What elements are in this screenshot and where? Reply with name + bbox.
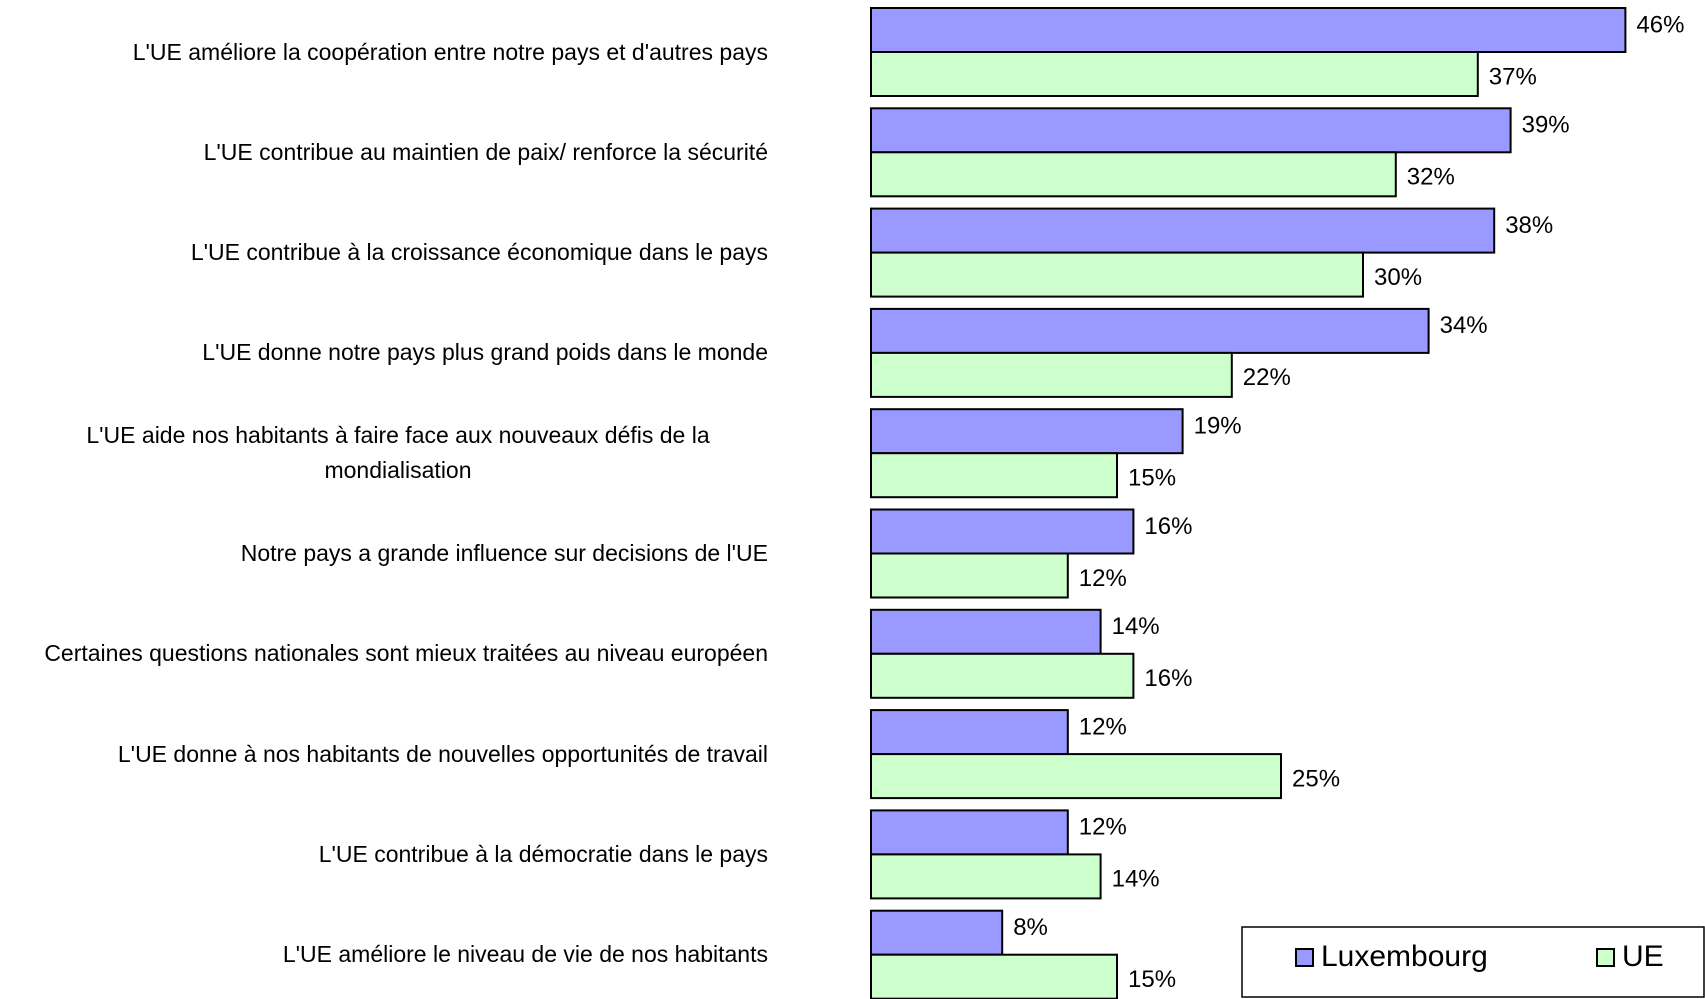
legend-label: Luxembourg	[1321, 940, 1488, 973]
value-label: 34%	[1440, 312, 1488, 339]
value-label: 15%	[1128, 966, 1176, 993]
bar	[870, 107, 1512, 154]
value-label: 46%	[1636, 11, 1684, 38]
category-text: L'UE contribue à la croissance économiqu…	[190, 239, 768, 266]
category-label: Notre pays a grande influence sur decisi…	[0, 510, 768, 598]
value-label: 38%	[1505, 212, 1553, 239]
value-label: 32%	[1407, 164, 1455, 191]
bar	[870, 753, 1282, 800]
category-label: L'UE contribue à la démocratie dans le p…	[0, 810, 768, 898]
value-label: 14%	[1112, 613, 1160, 640]
bar	[870, 809, 1069, 856]
category-text: Certaines questions nationales sont mieu…	[44, 640, 768, 667]
bar	[870, 207, 1496, 254]
category-label: L'UE améliore le niveau de vie de nos ha…	[0, 911, 768, 999]
bar	[870, 51, 1479, 97]
legend-label: UE	[1622, 940, 1664, 973]
bar	[870, 452, 1118, 499]
category-text: L'UE aide nos habitants à faire face aux…	[86, 422, 710, 484]
category-text: L'UE améliore la coopération entre notre…	[132, 38, 768, 65]
value-label: 37%	[1489, 63, 1537, 90]
value-label: 12%	[1079, 713, 1127, 740]
bar	[870, 408, 1184, 455]
value-label: 30%	[1374, 264, 1422, 291]
value-label: 16%	[1144, 513, 1192, 540]
bar	[870, 953, 1118, 999]
bar	[870, 853, 1102, 900]
value-label: 16%	[1144, 665, 1192, 692]
legend: Luxembourg UE	[1241, 926, 1705, 998]
bar	[870, 652, 1135, 699]
category-label: L'UE aide nos habitants à faire face aux…	[0, 409, 768, 497]
category-label: L'UE donne notre pays plus grand poids d…	[0, 309, 768, 397]
legend-swatch	[1295, 948, 1314, 967]
bar	[870, 508, 1135, 555]
category-text: L'UE donne à nos habitants de nouvelles …	[117, 740, 768, 767]
bar	[870, 552, 1069, 599]
value-label: 39%	[1522, 112, 1570, 139]
bar	[870, 608, 1102, 655]
bar	[870, 251, 1364, 298]
value-label: 8%	[1013, 914, 1048, 941]
category-label: L'UE contribue à la croissance économiqu…	[0, 209, 768, 297]
value-label: 14%	[1112, 866, 1160, 893]
value-label: 25%	[1292, 765, 1340, 792]
bar	[870, 351, 1233, 398]
category-text: L'UE améliore le niveau de vie de nos ha…	[282, 941, 768, 968]
category-label: L'UE donne à nos habitants de nouvelles …	[0, 710, 768, 798]
category-label: Certaines questions nationales sont mieu…	[0, 610, 768, 698]
legend-box	[1241, 926, 1705, 998]
bar	[870, 909, 1004, 956]
category-text: L'UE contribue à la démocratie dans le p…	[318, 840, 768, 867]
category-text: Notre pays a grande influence sur decisi…	[240, 540, 768, 566]
value-label: 22%	[1243, 364, 1291, 391]
category-text: L'UE donne notre pays plus grand poids d…	[202, 339, 768, 366]
category-label: L'UE contribue au maintien de paix/ renf…	[0, 108, 768, 196]
bar	[870, 709, 1069, 756]
legend-swatch	[1596, 948, 1615, 967]
value-label: 12%	[1079, 814, 1127, 841]
value-label: 15%	[1128, 465, 1176, 492]
value-label: 12%	[1079, 565, 1127, 592]
value-label: 19%	[1194, 413, 1242, 440]
bar	[870, 151, 1397, 198]
category-label: L'UE améliore la coopération entre notre…	[0, 8, 768, 96]
category-text: L'UE contribue au maintien de paix/ renf…	[203, 138, 768, 165]
bar	[870, 307, 1430, 354]
bar	[870, 7, 1627, 53]
